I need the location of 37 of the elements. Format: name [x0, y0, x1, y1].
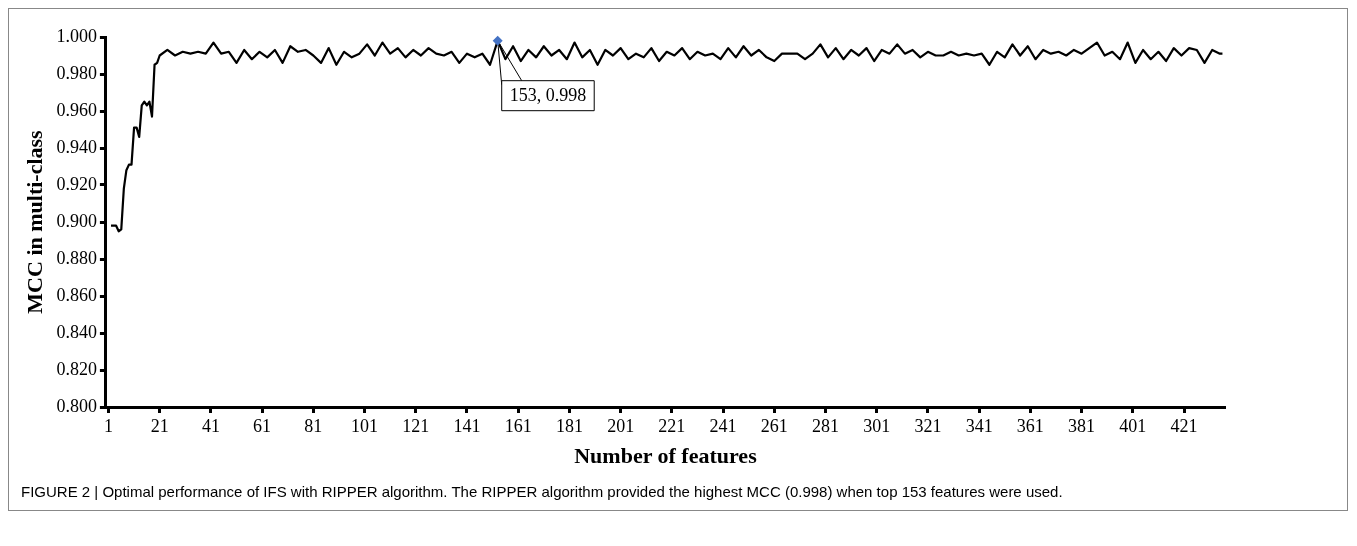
- x-tick-label: 21: [150, 415, 169, 436]
- y-tick-label: 0.820: [56, 358, 97, 379]
- x-tick-label: 141: [453, 415, 481, 436]
- y-tick-label: 0.840: [56, 321, 97, 342]
- x-tick-label: 41: [201, 415, 220, 436]
- y-tick-label: 0.900: [56, 210, 97, 231]
- x-tick-label: 341: [965, 415, 993, 436]
- annotation: 153, 0.998: [509, 85, 587, 106]
- x-tick-label: 61: [253, 415, 272, 436]
- x-tick-label: 221: [658, 415, 686, 436]
- x-tick-label: 381: [1068, 415, 1096, 436]
- x-tick-label: 241: [709, 415, 737, 436]
- y-tick-label: 0.940: [56, 136, 97, 157]
- x-tick-label: 361: [1016, 415, 1044, 436]
- y-tick-label: 0.920: [56, 173, 97, 194]
- y-tick-label: 0.880: [56, 247, 97, 268]
- y-tick-label: 0.980: [56, 62, 97, 83]
- x-tick-label: 261: [760, 415, 788, 436]
- x-tick-label: 301: [863, 415, 891, 436]
- x-tick-label: 321: [914, 415, 942, 436]
- y-tick-label: 0.960: [56, 99, 97, 120]
- x-tick-label: 281: [812, 415, 839, 436]
- x-tick-label: 1: [103, 415, 113, 436]
- y-tick-label: 0.860: [56, 284, 97, 305]
- x-tick-label: 181: [555, 415, 583, 436]
- x-tick-label: 201: [607, 415, 635, 436]
- x-tick-label: 121: [402, 415, 430, 436]
- y-tick-label: 1.000: [56, 25, 97, 46]
- x-axis-title: Number of features: [574, 443, 758, 469]
- caption: FIGURE 2 | Optimal performance of IFS with RIPPER algorithm. The RIPPER algorithm provided the highest MCC (0.998) when top 153 features were used.: [20, 482, 1064, 502]
- x-tick-label: 401: [1119, 415, 1147, 436]
- y-axis-title: MCC in multi-class: [21, 129, 47, 314]
- x-tick-label: 161: [504, 415, 532, 436]
- y-tick-label: 0.800: [56, 395, 97, 416]
- x-tick-label: 421: [1170, 415, 1198, 436]
- x-tick-label: 101: [351, 415, 379, 436]
- x-tick-label: 81: [304, 415, 323, 436]
